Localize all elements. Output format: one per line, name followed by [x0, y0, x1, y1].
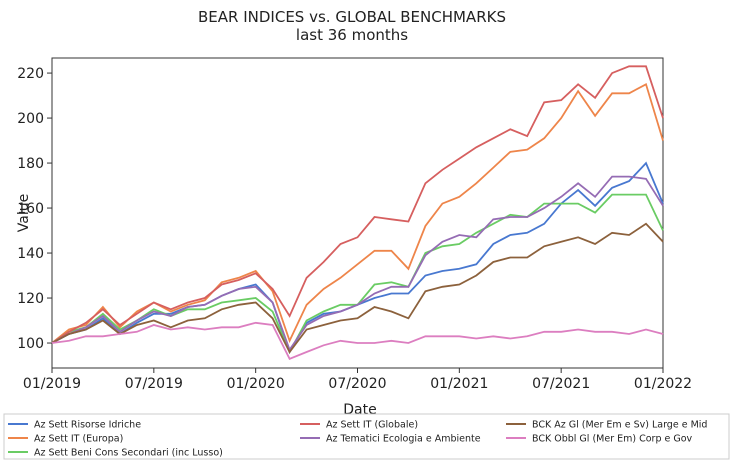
- x-tick-label: 07/2021: [532, 376, 590, 392]
- legend-label: Az Sett IT (Globale): [326, 420, 418, 431]
- x-tick-label: 01/2020: [227, 376, 285, 392]
- y-tick-label: 220: [17, 66, 44, 82]
- y-tick-label: 180: [17, 156, 44, 172]
- x-tick-label: 01/2019: [23, 376, 81, 392]
- legend-label: Az Sett IT (Europa): [34, 434, 123, 445]
- series-line: [51, 175, 664, 352]
- x-tick-label: 01/2022: [634, 376, 692, 392]
- y-tick-label: 120: [17, 291, 44, 307]
- y-tick-label: 100: [17, 336, 44, 352]
- y-tick-label: 160: [17, 201, 44, 217]
- y-tick-label: 140: [17, 246, 44, 262]
- series-line: [51, 222, 664, 354]
- series-line: [51, 321, 664, 360]
- legend-label: BCK Az Gl (Mer Em e Sv) Large e Mid: [532, 420, 707, 431]
- y-tick-label: 200: [17, 111, 44, 127]
- plot-frame: [51, 57, 664, 369]
- chart-title: BEAR INDICES vs. GLOBAL BENCHMARKS: [198, 8, 506, 26]
- legend-box: [3, 413, 730, 460]
- legend-label: BCK Obbl Gl (Mer Em) Corp e Gov: [532, 434, 693, 445]
- x-tick-label: 07/2020: [328, 376, 386, 392]
- series-line: [51, 65, 664, 344]
- y-axis-label: Value: [16, 194, 32, 232]
- legend-label: Az Sett Beni Cons Secondari (inc Lusso): [34, 448, 223, 459]
- chart-subtitle: last 36 months: [296, 26, 408, 44]
- legend-label: Az Sett Risorse Idriche: [34, 420, 141, 431]
- legend-label: Az Tematici Ecologia e Ambiente: [326, 434, 481, 445]
- x-tick-label: 01/2021: [430, 376, 488, 392]
- x-tick-label: 07/2019: [125, 376, 183, 392]
